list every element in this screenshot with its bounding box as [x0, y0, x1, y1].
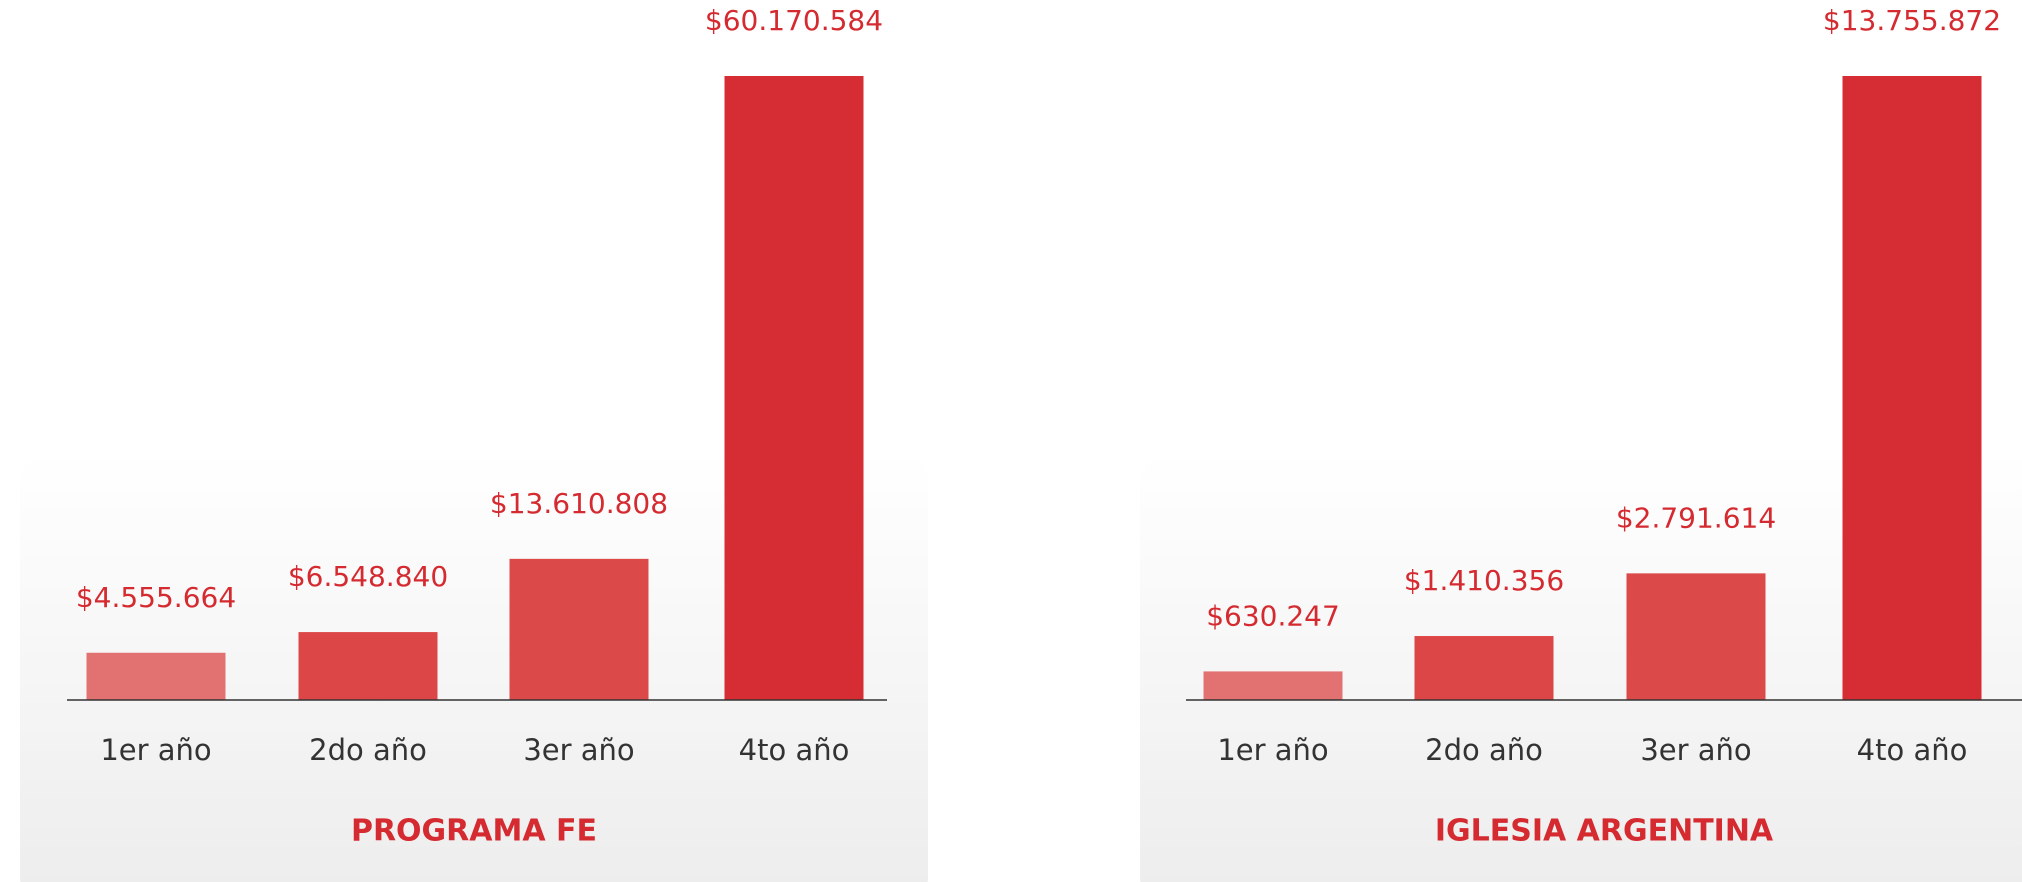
bar — [86, 652, 226, 700]
value-label: $630.247 — [1206, 599, 1340, 632]
value-label: $13.755.872 — [1823, 4, 2001, 37]
value-label: $4.555.664 — [76, 581, 236, 614]
bar — [509, 558, 649, 700]
bar — [1842, 76, 1982, 700]
x-tick-label: 1er año — [1217, 733, 1328, 767]
x-tick-label: 2do año — [309, 733, 427, 767]
x-tick-label: 3er año — [1640, 733, 1751, 767]
card — [20, 451, 928, 882]
value-label: $60.170.584 — [705, 4, 883, 37]
bar — [724, 76, 864, 700]
x-tick-label: 4to año — [739, 733, 850, 767]
chart-title: IGLESIA ARGENTINA — [1435, 814, 1774, 849]
x-tick-label: 2do año — [1425, 733, 1543, 767]
value-label: $6.548.840 — [288, 560, 448, 593]
value-label: $2.791.614 — [1616, 501, 1776, 534]
card — [1140, 451, 2022, 882]
x-tick-label: 3er año — [523, 733, 634, 767]
chart-title: PROGRAMA FE — [351, 814, 597, 849]
bar — [298, 632, 438, 700]
value-label: $1.410.356 — [1404, 564, 1564, 597]
value-label: $13.610.808 — [490, 487, 668, 520]
bar — [1626, 573, 1766, 700]
x-tick-label: 4to año — [1857, 733, 1968, 767]
bar — [1203, 671, 1343, 700]
x-tick-label: 1er año — [100, 733, 211, 767]
bar — [1414, 636, 1554, 700]
